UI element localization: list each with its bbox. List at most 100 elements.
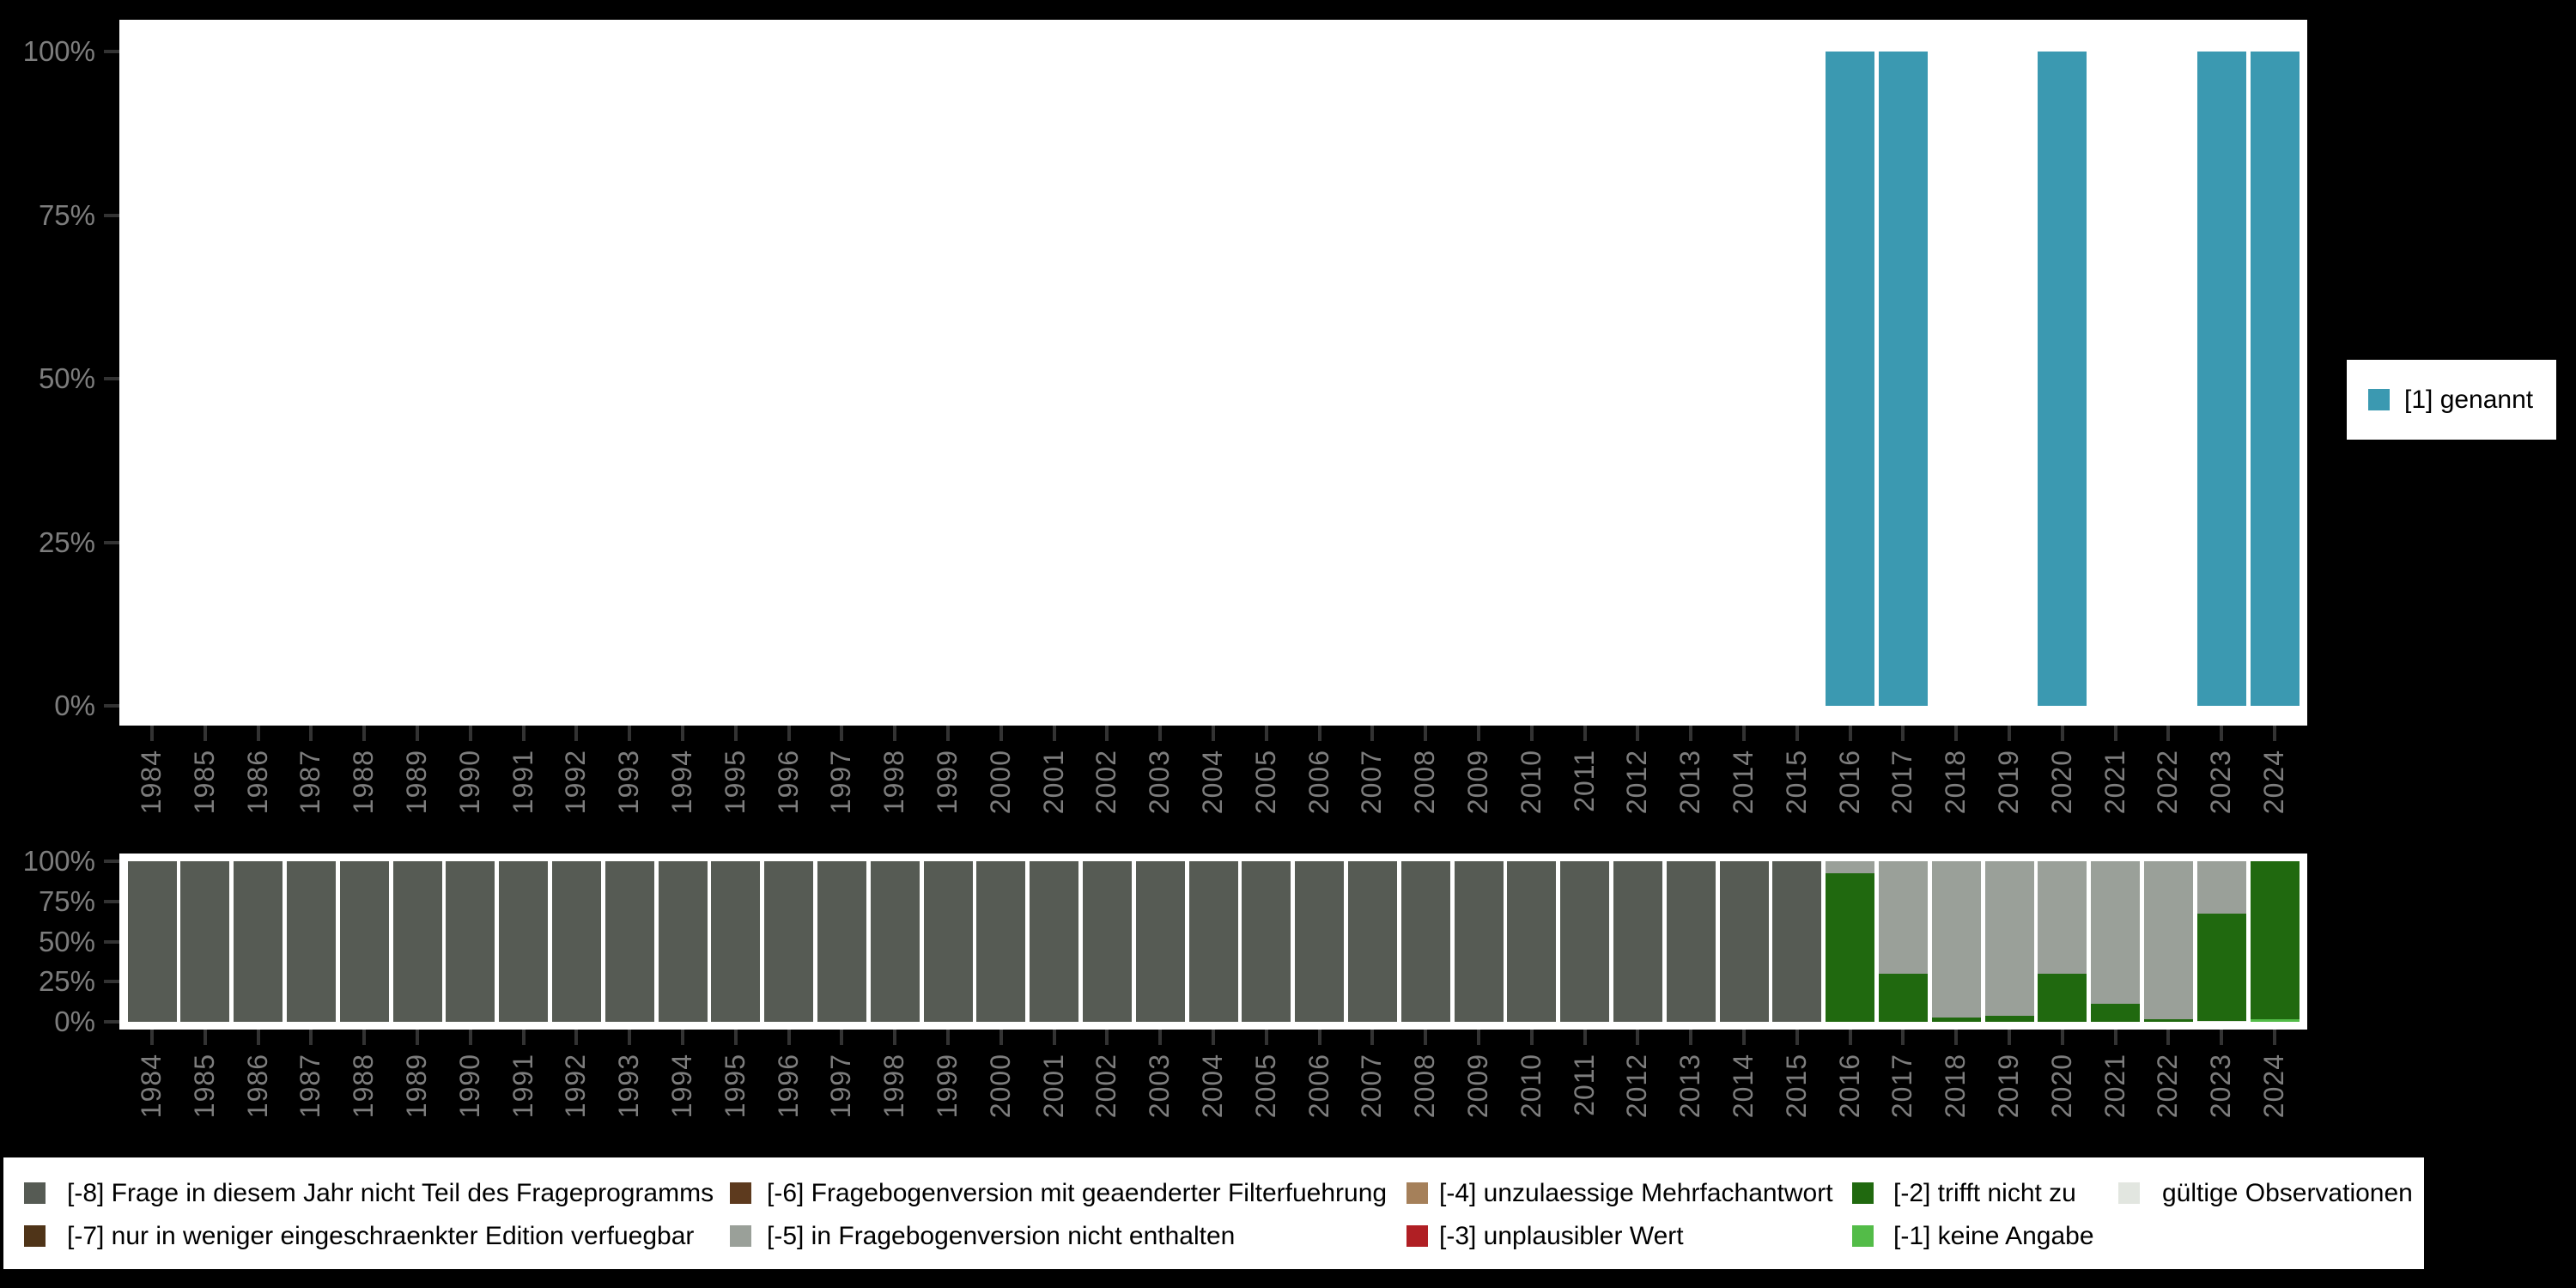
- bottom-bar-2024-seg--2: [2250, 861, 2300, 1020]
- x-tick-mark-2016: [1848, 1030, 1852, 1045]
- x-tick-mark-1989: [416, 726, 419, 741]
- x-tick-label-2024: 2024: [2258, 1054, 2289, 1119]
- x-tick-mark-2018: [1954, 1030, 1959, 1045]
- x-tick-mark-1988: [362, 1030, 367, 1045]
- x-tick-mark-1993: [628, 1030, 632, 1045]
- top-panel: [119, 20, 2307, 726]
- x-tick-label-1994: 1994: [666, 1054, 697, 1119]
- x-tick-mark-2021: [2113, 1030, 2117, 1045]
- top-bar-2020: [2038, 52, 2087, 706]
- x-tick-mark-2020: [2060, 1030, 2064, 1045]
- x-tick-mark-2012: [1636, 1030, 1640, 1045]
- x-tick-mark-2019: [2008, 726, 2011, 741]
- bottom-bar-2017-seg--5: [1878, 861, 1928, 974]
- x-tick-mark-2001: [1052, 1030, 1056, 1045]
- x-tick-mark-2013: [1689, 1030, 1693, 1045]
- x-tick-mark-1999: [946, 1030, 950, 1045]
- x-tick-mark-2004: [1212, 1030, 1215, 1045]
- y-tick-mark: [104, 1020, 119, 1024]
- y-tick-mark: [104, 377, 119, 380]
- x-tick-mark-2018: [1954, 726, 1959, 741]
- x-tick-mark-1999: [946, 726, 950, 741]
- bottom-bar-2019-seg--5: [1984, 861, 2034, 1016]
- bottom-bar-1994-seg--8: [658, 861, 708, 1022]
- x-tick-label-1987: 1987: [295, 750, 326, 815]
- x-tick-mark-2009: [1477, 1030, 1480, 1045]
- x-tick-label-2023: 2023: [2205, 1054, 2237, 1119]
- bottom-bar-2023-seg--2: [2196, 914, 2246, 1021]
- legend-swatch--4: [1406, 1182, 1428, 1204]
- x-tick-label-1999: 1999: [932, 750, 963, 815]
- bottom-bar-2020-seg--5: [2038, 861, 2087, 974]
- bottom-bar-1988-seg--8: [339, 861, 389, 1022]
- x-tick-mark-1995: [733, 726, 738, 741]
- x-tick-label-2002: 2002: [1091, 1054, 1122, 1119]
- x-tick-mark-2009: [1477, 726, 1480, 741]
- bottom-bar-2017-seg--2: [1878, 973, 1928, 1022]
- y-tick-mark: [104, 50, 119, 53]
- x-tick-mark-2024: [2273, 1030, 2276, 1045]
- bottom-bar-1989-seg--8: [392, 861, 442, 1022]
- x-tick-mark-1992: [574, 726, 579, 741]
- x-tick-mark-2006: [1317, 1030, 1321, 1045]
- x-tick-mark-1985: [203, 1030, 207, 1045]
- legend-label--6: [-6] Fragebogenversion mit geaenderter F…: [767, 1179, 1388, 1207]
- x-tick-mark-1984: [150, 1030, 154, 1045]
- x-tick-label-2000: 2000: [984, 1054, 1016, 1119]
- x-tick-mark-2003: [1158, 1030, 1163, 1045]
- x-tick-mark-2022: [2166, 726, 2171, 741]
- x-tick-label-2006: 2006: [1303, 1054, 1334, 1119]
- top-chart-legend: [1] genannt: [2347, 360, 2556, 440]
- x-tick-mark-1991: [521, 726, 526, 741]
- x-tick-label-1986: 1986: [241, 750, 273, 815]
- bottom-bar-2022-seg--5: [2143, 861, 2193, 1020]
- bottom-bar-1997-seg--8: [817, 861, 866, 1022]
- x-tick-label-2001: 2001: [1037, 1054, 1069, 1119]
- bottom-bar-1984-seg--8: [127, 861, 177, 1022]
- x-tick-label-2006: 2006: [1303, 750, 1334, 815]
- bottom-bar-2015-seg--8: [1772, 861, 1822, 1022]
- y-tick-mark: [104, 704, 119, 708]
- y-tick-label-0%: 0%: [54, 1005, 95, 1037]
- x-tick-label-2021: 2021: [2099, 1054, 2130, 1119]
- x-tick-label-2015: 2015: [1780, 750, 1812, 815]
- x-tick-label-1993: 1993: [613, 750, 645, 815]
- x-tick-mark-1996: [787, 1030, 791, 1045]
- x-tick-mark-2023: [2220, 1030, 2224, 1045]
- bottom-bar-2018-seg--2: [1931, 1018, 1981, 1022]
- x-tick-mark-1988: [362, 726, 367, 741]
- bottom-bar-2021-seg--2: [2091, 1004, 2141, 1022]
- top-bar-2024: [2250, 52, 2300, 706]
- y-tick-mark: [104, 213, 119, 217]
- x-tick-mark-1990: [468, 1030, 472, 1045]
- x-tick-mark-1994: [681, 726, 684, 741]
- x-tick-mark-2005: [1264, 1030, 1268, 1045]
- legend-label--4: [-4] unzulaessige Mehrfachantwort: [1439, 1179, 1833, 1207]
- x-tick-mark-2010: [1529, 726, 1534, 741]
- x-tick-label-2016: 2016: [1833, 750, 1865, 815]
- bottom-bar-1991-seg--8: [499, 861, 549, 1022]
- x-tick-mark-2017: [1901, 1030, 1905, 1045]
- bottom-bar-2022-seg--2: [2143, 1019, 2193, 1022]
- bottom-bar-2023-seg-gueltige: [2196, 1020, 2246, 1022]
- bottom-bar-2024-seg--1: [2250, 1019, 2300, 1022]
- x-tick-label-1992: 1992: [560, 750, 592, 815]
- x-tick-label-1985: 1985: [188, 750, 220, 815]
- bottom-bar-1992-seg--8: [551, 861, 601, 1022]
- x-tick-label-1984: 1984: [136, 750, 167, 815]
- x-tick-label-2011: 2011: [1568, 750, 1600, 812]
- bottom-bar-2018-seg--5: [1931, 861, 1981, 1018]
- bottom-bar-2020-seg--2: [2038, 973, 2087, 1022]
- bottom-bar-2002-seg--8: [1082, 861, 1132, 1022]
- x-tick-mark-1987: [309, 726, 313, 741]
- x-tick-mark-1998: [893, 1030, 897, 1045]
- genannt-legend-label: [1] genannt: [2404, 385, 2534, 414]
- y-tick-label-75%: 75%: [38, 884, 95, 917]
- x-tick-mark-1986: [256, 1030, 260, 1045]
- x-tick-mark-1990: [468, 726, 472, 741]
- x-tick-label-1991: 1991: [507, 1054, 538, 1119]
- y-tick-mark: [104, 899, 119, 903]
- x-tick-label-1999: 1999: [932, 1054, 963, 1119]
- y-tick-label-25%: 25%: [38, 526, 95, 558]
- x-tick-label-1988: 1988: [348, 1054, 380, 1119]
